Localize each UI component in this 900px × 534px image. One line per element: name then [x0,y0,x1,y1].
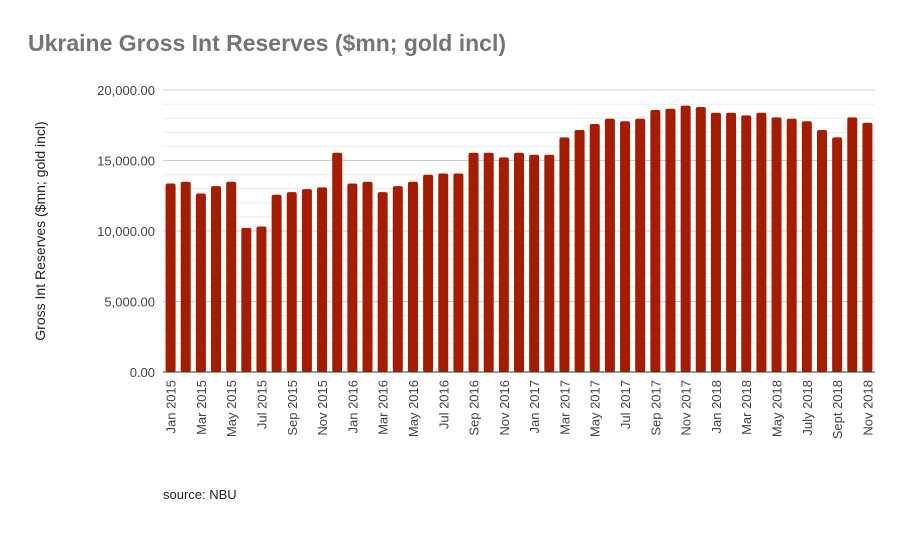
bar [286,192,297,372]
bar [498,157,509,372]
bar [832,137,843,372]
x-tick-label: May 2016 [406,380,421,437]
y-tick-label: 10,000.00 [97,224,155,239]
bar [665,108,676,373]
bar [180,181,191,372]
bar [650,110,661,372]
bar [801,121,812,372]
bar [574,130,585,372]
bar [635,118,646,372]
chart-title: Ukraine Gross Int Reserves ($mn; gold in… [28,30,507,56]
bar [211,186,222,372]
x-tick-label: Sept 2018 [830,380,845,439]
x-tick-label: Sep 2016 [467,380,482,436]
bar [726,112,737,373]
x-tick-label: Jul 2017 [618,380,633,429]
x-tick-label: May 2015 [224,380,239,437]
bar [680,105,691,372]
y-tick-label: 0.00 [130,365,155,380]
bar [407,181,418,372]
bar [862,122,873,372]
bar [423,174,434,372]
bar [483,152,494,372]
y-tick-label: 5,000.00 [104,295,155,310]
y-tick-label: 15,000.00 [97,154,155,169]
bar [529,154,540,372]
bar [620,121,631,372]
bar [271,194,282,372]
x-tick-label: Nov 2017 [679,380,694,436]
x-tick-label: Jan 2018 [709,380,724,434]
x-tick-label: Mar 2016 [376,380,391,435]
bar [332,152,343,372]
bar [816,130,827,372]
bar [756,112,767,373]
bar [195,193,206,372]
bar [301,189,312,372]
bar [589,123,600,372]
bar [362,181,373,372]
x-tick-label: Nov 2015 [315,380,330,436]
bar [165,183,176,372]
bar [514,152,524,372]
bar [317,187,328,372]
bar [377,192,388,372]
bar [771,117,782,372]
x-tick-label: Nov 2018 [860,380,875,436]
bar [695,107,706,372]
bar [847,117,858,372]
bar [256,226,267,372]
x-tick-label: May 2017 [588,380,603,437]
bar [347,183,358,372]
bar [559,137,570,372]
bar [241,227,252,372]
bar [453,173,464,372]
x-tick-label: Jan 2017 [527,380,542,434]
x-tick-label: Jan 2015 [164,380,179,434]
bar [604,118,615,372]
bar [438,173,449,372]
bar [392,186,403,372]
x-tick-label: Jul 2015 [254,380,269,429]
y-tick-label: 20,000.00 [97,83,155,98]
x-tick-label: Sep 2017 [648,380,663,436]
x-tick-label: Mar 2017 [557,380,572,435]
x-tick-label: May 2018 [770,380,785,437]
x-tick-label: Mar 2018 [739,380,754,435]
bar [786,118,797,372]
source-note: source: NBU [163,487,237,502]
x-tick-label: Mar 2015 [194,380,209,435]
bar [741,115,752,372]
x-tick-label: Jan 2016 [345,380,360,434]
x-tick-label: Nov 2016 [497,380,512,436]
x-tick-label: Jul 2016 [436,380,451,429]
bar [544,154,555,372]
bar [710,112,721,373]
bar [468,152,479,372]
x-tick-label: July 2018 [800,380,815,436]
bar [226,181,237,372]
x-tick-label: Sep 2015 [285,380,300,436]
